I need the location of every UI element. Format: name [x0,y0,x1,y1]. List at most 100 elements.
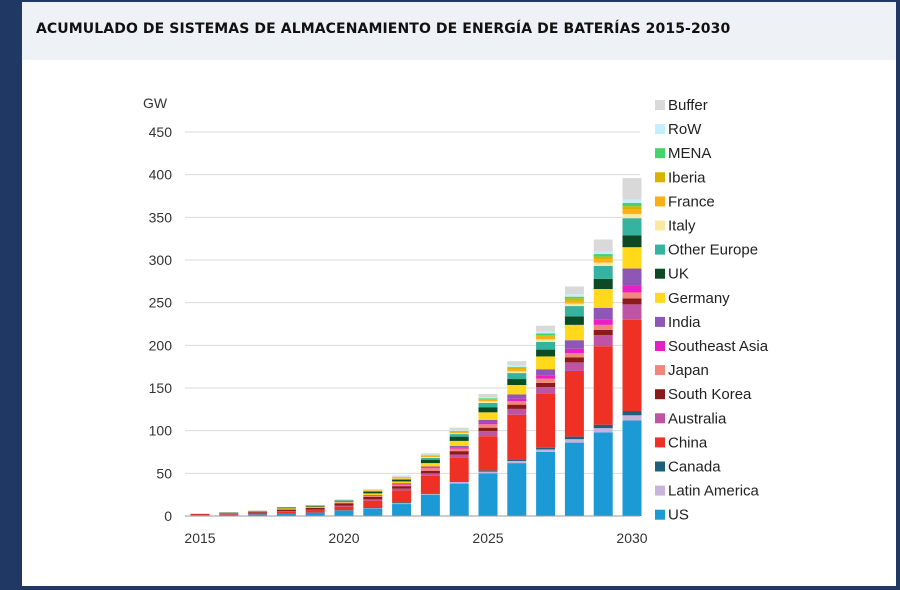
bar-segment-japan-2019 [305,507,325,508]
bar-segment-japan-2017 [248,511,268,513]
bar-segment-row-2027 [536,331,556,334]
legend-label: Canada [668,459,721,476]
bar-segment-buffer-2028 [564,286,584,295]
bar-segment-india-2030 [622,268,642,286]
bar-segment-germany-2017 [248,511,268,512]
bar-segment-australia-2030 [622,304,642,320]
stacked-bar-chart: 0 50 100 150 200 250 300 350 400 450 GW 2015 2020 202… [143,95,769,546]
bar-segment-germany-2029 [593,289,613,308]
bar-segment-southeast-asia-2030 [622,285,642,293]
bar-segment-japan-2018 [276,509,296,510]
bar-segment-australia-2025 [478,431,498,437]
bar-segment-india-2026 [507,394,527,399]
bar-segment-us-2027 [536,452,556,516]
bar-segment-buffer-2023 [420,453,440,455]
bar-segment-japan-2029 [593,324,613,330]
bar-segment-buffer-2027 [536,325,556,332]
bar-segment-uk-2022 [392,479,412,482]
bar-segment-india-2029 [593,307,613,320]
bar-segment-us-2028 [564,442,584,516]
legend-swatch-mena [655,148,665,159]
bar-segment-uk-2029 [593,278,613,290]
bar-segment-latin-america-2027 [536,449,556,452]
y-tick-label: 450 [149,124,173,140]
bar-segment-china-2022 [392,490,412,503]
legend-label: China [668,434,708,451]
bar-segment-southeast-asia-2029 [593,319,613,325]
bar-segment-australia-2024 [449,454,469,458]
bar-segment-australia-2027 [536,387,556,394]
bar-segment-italy-2026 [507,371,527,374]
bar-segment-italy-2023 [420,457,440,458]
bar-segment-south-korea-2020 [334,503,354,506]
legend-label: Australia [668,410,727,427]
bar-segment-france-2024 [449,432,469,434]
legend-swatch-france [655,196,665,207]
bar-segment-china-2028 [564,370,584,437]
legend-swatch-uk [655,268,665,279]
bar-segment-southeast-asia-2025 [478,422,498,425]
bar-segment-south-korea-2025 [478,427,498,432]
bar-segment-japan-2021 [363,495,383,497]
bar-segment-india-2021 [363,495,383,496]
bar-segment-india-2024 [449,446,469,448]
bar-segment-germany-2030 [622,247,642,269]
legend-swatch-south-korea [655,389,665,400]
bar-segment-other-europe-2030 [622,218,642,236]
legend-swatch-germany [655,292,665,303]
bar-segment-australia-2018 [276,511,296,512]
bar-segment-mena-2029 [593,254,613,257]
bar-segment-china-2024 [449,457,469,482]
bar-segment-buffer-2018 [276,507,296,508]
bar-segment-buffer-2021 [363,489,383,490]
legend-label: Germany [668,290,730,307]
bar-segment-buffer-2026 [507,361,527,366]
bar-segment-us-2025 [478,473,498,516]
bar-segment-latin-america-2025 [478,471,498,474]
bar-segment-latin-america-2023 [420,493,440,495]
bar-segment-iberia-2023 [420,455,440,457]
bar-segment-china-2015 [190,514,210,516]
bar-segment-uk-2028 [564,316,584,325]
bar-segment-india-2027 [536,369,556,376]
bar-segment-australia-2019 [305,509,325,511]
bar-segment-buffer-2025 [478,393,498,398]
bar-segment-mena-2026 [507,367,527,368]
bar-segment-canada-2024 [449,481,469,482]
bar-segment-south-korea-2019 [305,507,325,510]
bar-segment-mena-2030 [622,202,642,207]
legend-swatch-latin-america [655,485,665,496]
bar-segment-germany-2021 [363,493,383,496]
bar-segment-china-2030 [622,319,642,412]
bar-segment-other-europe-2027 [536,341,556,350]
legend-swatch-australia [655,413,665,424]
bar-segment-canada-2020 [334,510,354,511]
legend-swatch-other-europe [655,244,665,255]
bar-segment-australia-2022 [392,488,412,491]
y-tick-label: 350 [149,209,173,225]
bar-segment-germany-2025 [478,412,498,420]
bar-segment-china-2025 [478,436,498,471]
bar-segment-us-2029 [593,432,613,516]
x-tick-label: 2015 [184,530,215,546]
bar-segment-other-europe-2026 [507,373,527,380]
bar-segment-china-2029 [593,346,613,425]
bar-segment-south-korea-2024 [449,451,469,455]
bar-segment-india-2023 [420,466,440,468]
bar-segment-southeast-asia-2026 [507,398,527,402]
bar-segment-south-korea-2022 [392,486,412,489]
bar-segment-row-2029 [593,251,613,255]
bar-segment-other-europe-2019 [305,505,325,506]
bar-segment-row-2023 [420,454,440,456]
bar-segment-southeast-asia-2028 [564,348,584,354]
bar-segment-row-2025 [478,397,498,399]
bar-segment-china-2020 [334,506,354,511]
legend-swatch-canada [655,461,665,472]
bar-segment-canada-2025 [478,470,498,472]
bar-segment-italy-2021 [363,490,383,491]
bar-segment-row-2030 [622,199,642,203]
bar-segment-other-europe-2020 [334,500,354,501]
bar-segment-china-2019 [305,510,325,513]
bar-segment-australia-2020 [334,505,354,507]
bar-segment-south-korea-2028 [564,357,584,363]
